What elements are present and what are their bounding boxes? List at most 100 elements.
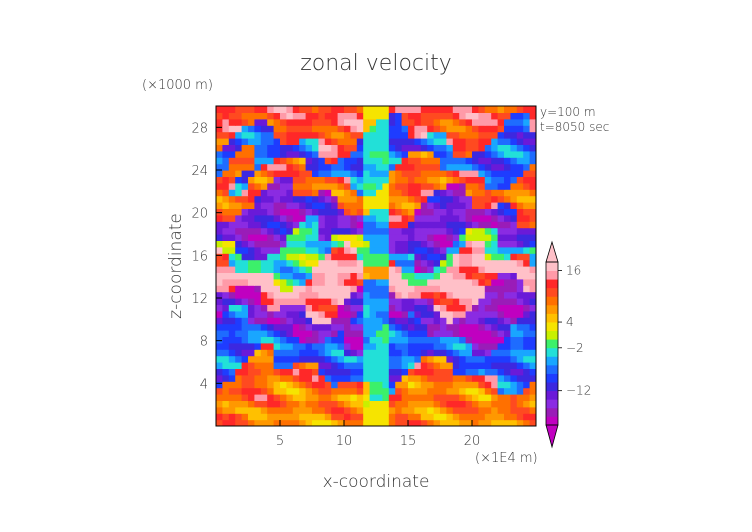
heatmap-cell xyxy=(299,227,307,235)
heatmap-cell xyxy=(465,349,473,357)
heatmap-cell xyxy=(516,176,524,184)
heatmap-cell xyxy=(452,259,460,267)
heatmap-cell xyxy=(280,291,287,299)
heatmap-cell xyxy=(510,144,518,152)
heatmap-cell xyxy=(440,150,447,158)
heatmap-cell xyxy=(529,381,536,389)
heatmap-cell xyxy=(523,291,531,299)
heatmap-cell xyxy=(420,144,428,152)
heatmap-cell xyxy=(433,266,441,273)
heatmap-cell xyxy=(337,323,345,331)
heatmap-cell xyxy=(491,182,499,190)
heatmap-cell xyxy=(369,291,377,299)
heatmap-cell xyxy=(440,342,447,350)
heatmap-cell xyxy=(286,157,294,165)
heatmap-cell xyxy=(356,182,364,190)
heatmap-cell xyxy=(260,317,268,325)
heatmap-cell xyxy=(497,304,505,312)
heatmap-cell xyxy=(254,374,262,382)
heatmap-cell xyxy=(286,227,294,235)
heatmap-cell xyxy=(318,240,326,248)
heatmap-cell xyxy=(344,323,351,331)
heatmap-cell xyxy=(248,419,255,426)
heatmap-cell xyxy=(312,419,319,426)
heatmap-cell xyxy=(331,189,339,197)
colorbar-extend-max xyxy=(545,240,559,263)
heatmap-cell xyxy=(260,291,268,299)
heatmap-cell xyxy=(312,176,319,184)
heatmap-cell xyxy=(222,176,230,184)
heatmap-cell xyxy=(312,362,319,369)
heatmap-cell xyxy=(254,304,262,312)
heatmap-cell xyxy=(420,221,428,229)
heatmap-cell xyxy=(382,195,390,203)
heatmap-cell xyxy=(228,131,236,139)
heatmap-cell xyxy=(401,138,409,145)
heatmap-cell xyxy=(267,253,275,261)
heatmap-cell xyxy=(350,278,358,286)
heatmap-cell xyxy=(254,157,262,165)
heatmap-cell xyxy=(395,227,403,235)
heatmap-cell xyxy=(216,221,223,229)
heatmap-cell xyxy=(254,355,262,363)
heatmap-cell xyxy=(427,195,435,203)
heatmap-cell xyxy=(459,304,467,312)
heatmap-cell xyxy=(248,234,255,241)
heatmap-cell xyxy=(350,374,358,382)
heatmap-cell xyxy=(388,208,396,216)
heatmap-cell xyxy=(337,234,345,241)
heatmap-cell xyxy=(459,246,467,254)
heatmap-cell xyxy=(446,246,454,254)
heatmap-cell xyxy=(318,381,326,389)
heatmap-cell xyxy=(427,368,435,376)
heatmap-cell xyxy=(235,330,243,337)
colorbar-segment xyxy=(546,356,558,366)
heatmap-cell xyxy=(267,317,275,325)
heatmap-cell xyxy=(472,336,479,344)
heatmap-cell xyxy=(260,170,268,177)
heatmap-cell xyxy=(472,125,479,133)
heatmap-cell xyxy=(356,317,364,325)
heatmap-cell xyxy=(228,138,236,145)
heatmap-cell xyxy=(452,266,460,273)
heatmap-cell xyxy=(504,336,511,344)
heatmap-cell xyxy=(408,413,415,421)
heatmap-cell xyxy=(318,336,326,344)
heatmap-cell xyxy=(216,317,223,325)
heatmap-cell xyxy=(465,381,473,389)
heatmap-cell xyxy=(363,336,371,344)
heatmap-cell xyxy=(427,221,435,229)
heatmap-cell xyxy=(497,406,505,414)
heatmap-cell xyxy=(254,406,262,414)
heatmap-cell xyxy=(382,176,390,184)
heatmap-cell xyxy=(478,234,486,241)
heatmap-cell xyxy=(305,227,313,235)
heatmap-cell xyxy=(523,336,531,344)
heatmap-cell xyxy=(222,362,230,369)
heatmap-cell xyxy=(376,272,383,280)
heatmap-cell xyxy=(465,234,473,241)
heatmap-cell xyxy=(516,246,524,254)
heatmap-cell xyxy=(452,150,460,158)
heatmap-cell xyxy=(235,394,243,401)
heatmap-cell xyxy=(312,298,319,305)
heatmap-cell xyxy=(280,112,287,120)
heatmap-cell xyxy=(529,125,536,133)
heatmap-cell xyxy=(292,182,300,190)
heatmap-cell xyxy=(516,221,524,229)
heatmap-cell xyxy=(363,106,371,113)
heatmap-cell xyxy=(286,317,294,325)
heatmap-cell xyxy=(510,323,518,331)
heatmap-cell xyxy=(273,221,281,229)
heatmap-cell xyxy=(299,374,307,382)
heatmap-cell xyxy=(280,349,287,357)
heatmap-cell xyxy=(504,170,511,177)
heatmap-cell xyxy=(414,272,422,280)
heatmap-cell xyxy=(286,330,294,337)
heatmap-cell xyxy=(427,413,435,421)
heatmap-cell xyxy=(388,234,396,241)
heatmap-cell xyxy=(248,278,255,286)
heatmap-cell xyxy=(446,394,454,401)
heatmap-cell xyxy=(324,413,332,421)
heatmap-cell xyxy=(356,131,364,139)
